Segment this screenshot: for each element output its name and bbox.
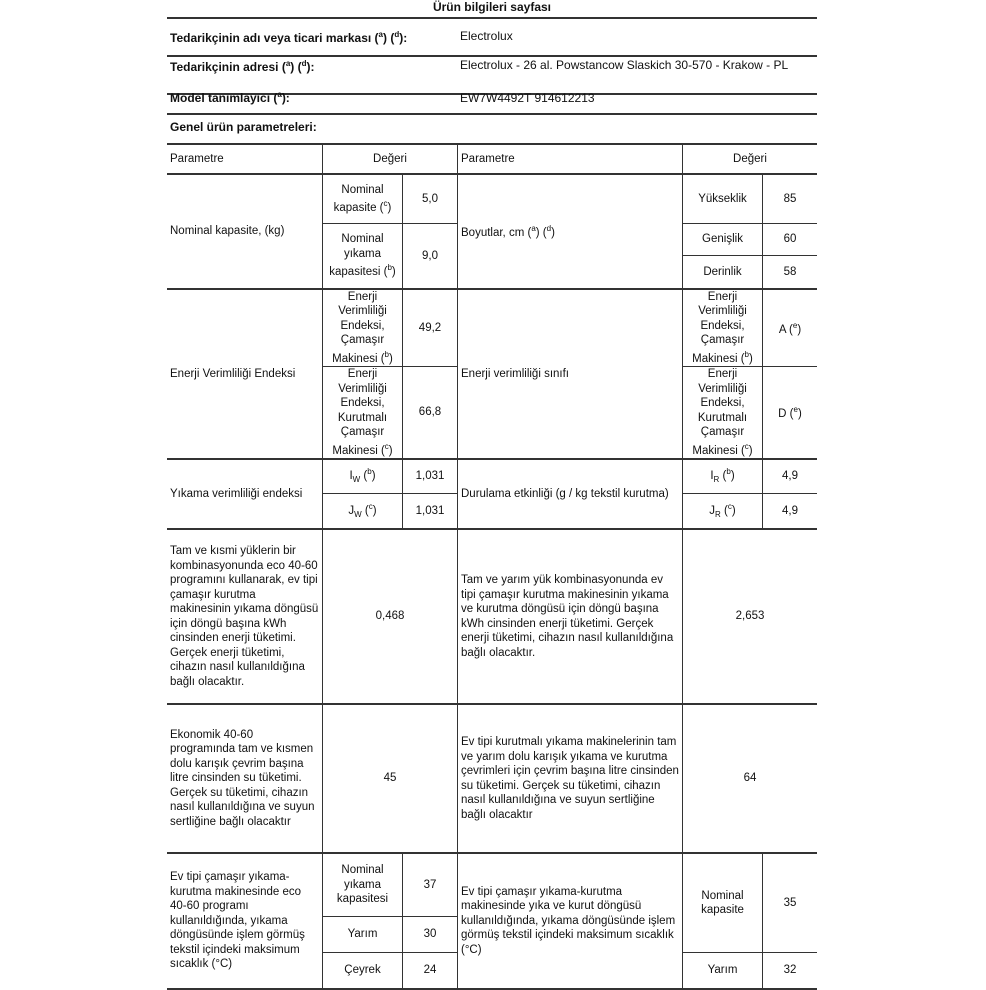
divider [167,17,817,19]
model-value: EW7W4492T 914612213 [460,91,595,105]
dimensions-label: Boyutlar, cm (a) (d) [458,175,683,290]
width-value: 60 [763,224,817,256]
energy-wash-dry-value: 2,653 [683,530,817,705]
energy-wash-label: Tam ve kısmi yüklerin bir kombinasyonund… [167,530,323,705]
model-label: Model tanımlayıcı (a): [170,90,290,105]
width-label: Genişlik [683,224,763,256]
temp-nominal-capacity-value: 35 [763,854,817,953]
params-table: Parametre Değeri Parametre Değeri Nomina… [167,143,817,990]
supplier-address-label: Tedarikçinin adresi (a) (d): [170,59,315,74]
wash-efficiency-label: Yıkama verimliliği endeksi [167,460,323,530]
temp-nominal-label: Nominal yıkama kapasitesi [323,854,403,917]
water-wash-dry-label: Ev tipi kurutmalı yıkama makinelerinin t… [458,705,683,854]
nominal-wash-capacity-value: 9,0 [403,224,458,290]
header-value: Değeri [683,145,817,175]
temp-half-value: 30 [403,917,458,953]
supplier-name-value: Electrolux [460,29,513,43]
jr-label: JR (c) [683,494,763,530]
eec-label: Enerji verimliliği sınıfı [458,290,683,460]
eec-washer-dryer-label: Enerji Verimliliği Endeksi, Kurutmalı Ça… [683,367,763,460]
ir-value: 4,9 [763,460,817,494]
temp-nominal-capacity-label: Nominal kapasite [683,854,763,953]
rinse-efficiency-label: Durulama etkinliği (g / kg tekstil kurut… [458,460,683,530]
eec-washer-dryer-value: D (e) [763,367,817,460]
header-param: Parametre [458,145,683,175]
temp-wash-label: Ev tipi çamaşır yıkama-kurutma makinesin… [167,854,323,988]
divider [167,93,817,95]
energy-wash-value: 0,468 [323,530,458,705]
temp-half-label: Yarım [323,917,403,953]
page-title: Ürün bilgileri sayfası [432,0,552,14]
general-params-heading: Genel ürün parametreleri: [170,120,317,134]
jw-value: 1,031 [403,494,458,530]
eec-washer-value: A (e) [763,290,817,367]
eei-washer-value: 49,2 [403,290,458,367]
ir-label: IR (b) [683,460,763,494]
depth-value: 58 [763,256,817,290]
eei-washer-dryer-label: Enerji Verimliliği Endeksi, Kurutmalı Ça… [323,367,403,460]
nominal-capacity-label: Nominal kapasite (c) [323,175,403,224]
eec-washer-label: Enerji Verimliliği Endeksi, Çamaşır Maki… [683,290,763,367]
depth-label: Derinlik [683,256,763,290]
header-param: Parametre [167,145,323,175]
nominal-wash-capacity-label: Nominal yıkama kapasitesi (b) [323,224,403,290]
temp-quarter-label: Çeyrek [323,953,403,988]
temp-half-dry-value: 32 [783,964,797,977]
energy-wash-dry-label: Tam ve yarım yük kombinasyonunda ev tipi… [458,530,683,705]
capacity-label: Nominal kapasite, (kg) [167,175,323,290]
eei-label: Enerji Verimliliği Endeksi [167,290,323,460]
supplier-address-value: Electrolux - 26 al. Powstancow Slaskich … [460,58,789,72]
temp-wash-dry-label: Ev tipi çamaşır yıkama-kurutma makinesin… [458,854,683,988]
jw-label: JW (c) [323,494,403,530]
header-value: Değeri [323,145,458,175]
temp-quarter-value: 24 [403,953,458,988]
iw-label: IW (b) [323,460,403,494]
temp-half-dry-label: Yarım [683,953,763,988]
jr-value: 4,9 [763,494,817,530]
eei-washer-dryer-value: 66,8 [403,367,458,460]
water-wash-value: 45 [323,705,458,854]
height-label: Yükseklik [683,175,763,224]
eei-washer-label: Enerji Verimliliği Endeksi, Çamaşır Maki… [323,290,403,367]
divider [167,55,817,57]
water-wash-dry-value: 64 [683,705,817,854]
supplier-name-label: Tedarikçinin adı veya ticari markası (a)… [170,30,408,45]
height-value: 85 [763,175,817,224]
temp-nominal-value: 37 [403,854,458,917]
nominal-capacity-value: 5,0 [403,175,458,224]
iw-value: 1,031 [403,460,458,494]
water-wash-label: Ekonomik 40-60 programında tam ve kısmen… [167,705,323,854]
divider [167,113,817,115]
